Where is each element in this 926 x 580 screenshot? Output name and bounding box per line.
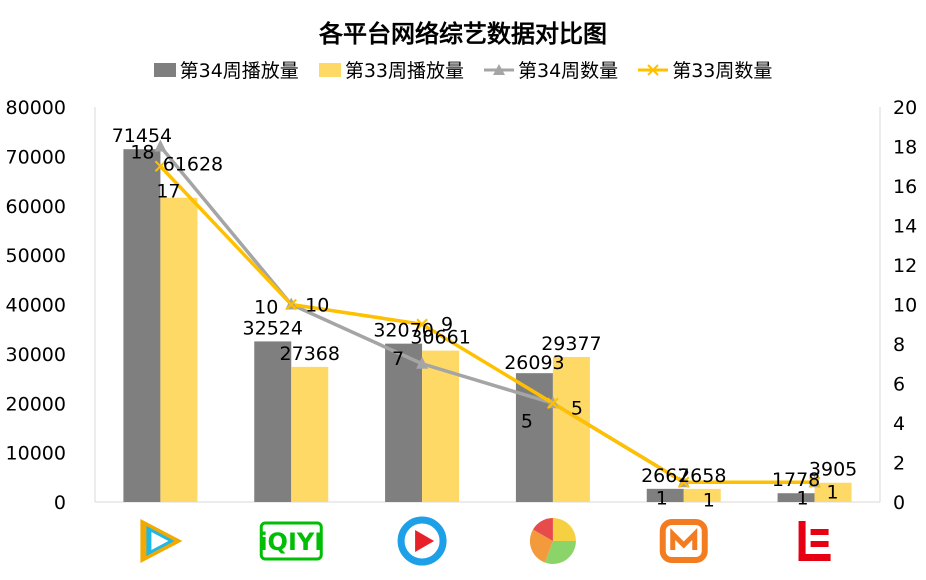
bar-value-label-week34: 2667 <box>641 465 689 487</box>
line-value-label-week34: 1 <box>656 487 668 509</box>
bar-value-label-week34: 32070 <box>373 320 433 342</box>
line-value-label-week34: 18 <box>130 142 154 164</box>
legend-item-line-1: 第34周数量 <box>484 56 618 83</box>
sohu-video-logo-icon <box>529 518 576 564</box>
legend-label: 第33周数量 <box>672 60 773 82</box>
x-marker <box>285 298 297 311</box>
right-tick-label: 0 <box>893 492 905 514</box>
right-tick-label: 18 <box>893 137 917 159</box>
left-tick-label: 50000 <box>6 245 66 267</box>
line-value-label-week34: 1 <box>797 487 809 509</box>
bar-week34 <box>254 341 292 502</box>
right-tick-label: 12 <box>893 255 917 277</box>
youku-logo-icon <box>397 516 447 566</box>
bar-value-label-week34: 32524 <box>243 317 303 339</box>
bar-week34 <box>777 493 815 502</box>
right-tick-label: 4 <box>893 413 905 435</box>
right-tick-label: 10 <box>893 295 917 317</box>
bar-week33 <box>683 488 721 502</box>
left-tick-label: 0 <box>54 492 66 514</box>
legend-label: 第33周播放量 <box>344 60 464 82</box>
left-tick-label: 10000 <box>6 443 66 465</box>
legend-label: 第34周数量 <box>518 60 619 82</box>
legend-label: 第34周播放量 <box>179 60 299 82</box>
right-tick-label: 16 <box>893 176 917 198</box>
line-value-label-week33: 17 <box>156 180 180 202</box>
line-value-label-week33: 5 <box>571 397 583 419</box>
x-marker <box>154 160 167 172</box>
bar-value-label-week34: 1778 <box>772 469 820 491</box>
right-tick-label: 6 <box>893 374 905 396</box>
legend-item-line-2: 第33周数量 <box>638 56 772 83</box>
bar-value-label-week34: 71454 <box>112 125 172 147</box>
right-tick-label: 14 <box>893 216 917 238</box>
legend-item-bar-2: 第33周播放量 <box>318 56 464 83</box>
mango-tv-logo-icon <box>659 519 708 563</box>
bar-week34 <box>385 343 423 502</box>
tencent-video-logo-icon <box>140 519 183 563</box>
bar-week33 <box>552 356 590 502</box>
bar-week33 <box>160 197 198 503</box>
bar-value-label-week34: 26093 <box>504 352 564 374</box>
left-tick-label: 70000 <box>6 146 66 168</box>
letv-logo-icon <box>798 521 831 561</box>
line-value-label-week34: 5 <box>521 410 533 432</box>
bar-value-label-week33: 3905 <box>809 459 857 481</box>
x-marker <box>808 476 821 488</box>
right-tick-label: 2 <box>893 453 905 475</box>
bar-value-label-week33: 29377 <box>541 333 601 355</box>
left-tick-label: 80000 <box>6 97 66 119</box>
bar-week34 <box>123 149 161 503</box>
bar-value-label-week33: 2658 <box>678 465 726 487</box>
bar-value-label-week33: 30661 <box>410 327 470 349</box>
bar-week34 <box>646 488 684 502</box>
legend-item-bar-1: 第34周播放量 <box>153 56 299 83</box>
line-value-label-week33: 1 <box>703 489 715 511</box>
triangle-marker <box>154 139 167 152</box>
right-tick-label: 8 <box>893 334 905 356</box>
line-value-label-week33: 9 <box>441 313 453 335</box>
left-tick-label: 60000 <box>6 196 66 218</box>
legend-swatch <box>318 62 341 77</box>
line-value-label-week33: 10 <box>305 295 329 317</box>
bar-value-label-week33: 27368 <box>280 343 340 365</box>
x-marker <box>547 397 559 409</box>
triangle-marker <box>416 356 429 369</box>
legend-triangle-marker-icon <box>484 63 514 75</box>
left-tick-label: 20000 <box>6 393 66 415</box>
legend-x-marker-icon <box>638 63 669 76</box>
right-tick-label: 20 <box>893 97 917 119</box>
bar-value-label-week33: 61628 <box>163 154 223 176</box>
line-week33-count <box>159 165 815 484</box>
bar-week33 <box>291 366 329 502</box>
line-value-label-week33: 1 <box>827 481 839 503</box>
svg-text:iQIYI: iQIYI <box>259 528 323 556</box>
legend: 第34周播放量 第33周播放量 第34周数量 第33周数量 <box>0 56 926 83</box>
line-value-label-week34: 7 <box>392 348 404 370</box>
chart-title: 各平台网络综艺数据对比图 <box>319 20 607 48</box>
iqiyi-logo-icon: iQIYI <box>259 521 323 561</box>
bar-week33 <box>814 482 852 502</box>
line-value-label-week34: 10 <box>254 297 278 319</box>
legend-swatch <box>153 62 176 77</box>
x-marker <box>416 318 428 330</box>
bar-week33 <box>422 350 460 502</box>
x-marker <box>678 476 690 488</box>
left-tick-label: 40000 <box>6 295 66 317</box>
left-tick-label: 30000 <box>6 344 66 366</box>
